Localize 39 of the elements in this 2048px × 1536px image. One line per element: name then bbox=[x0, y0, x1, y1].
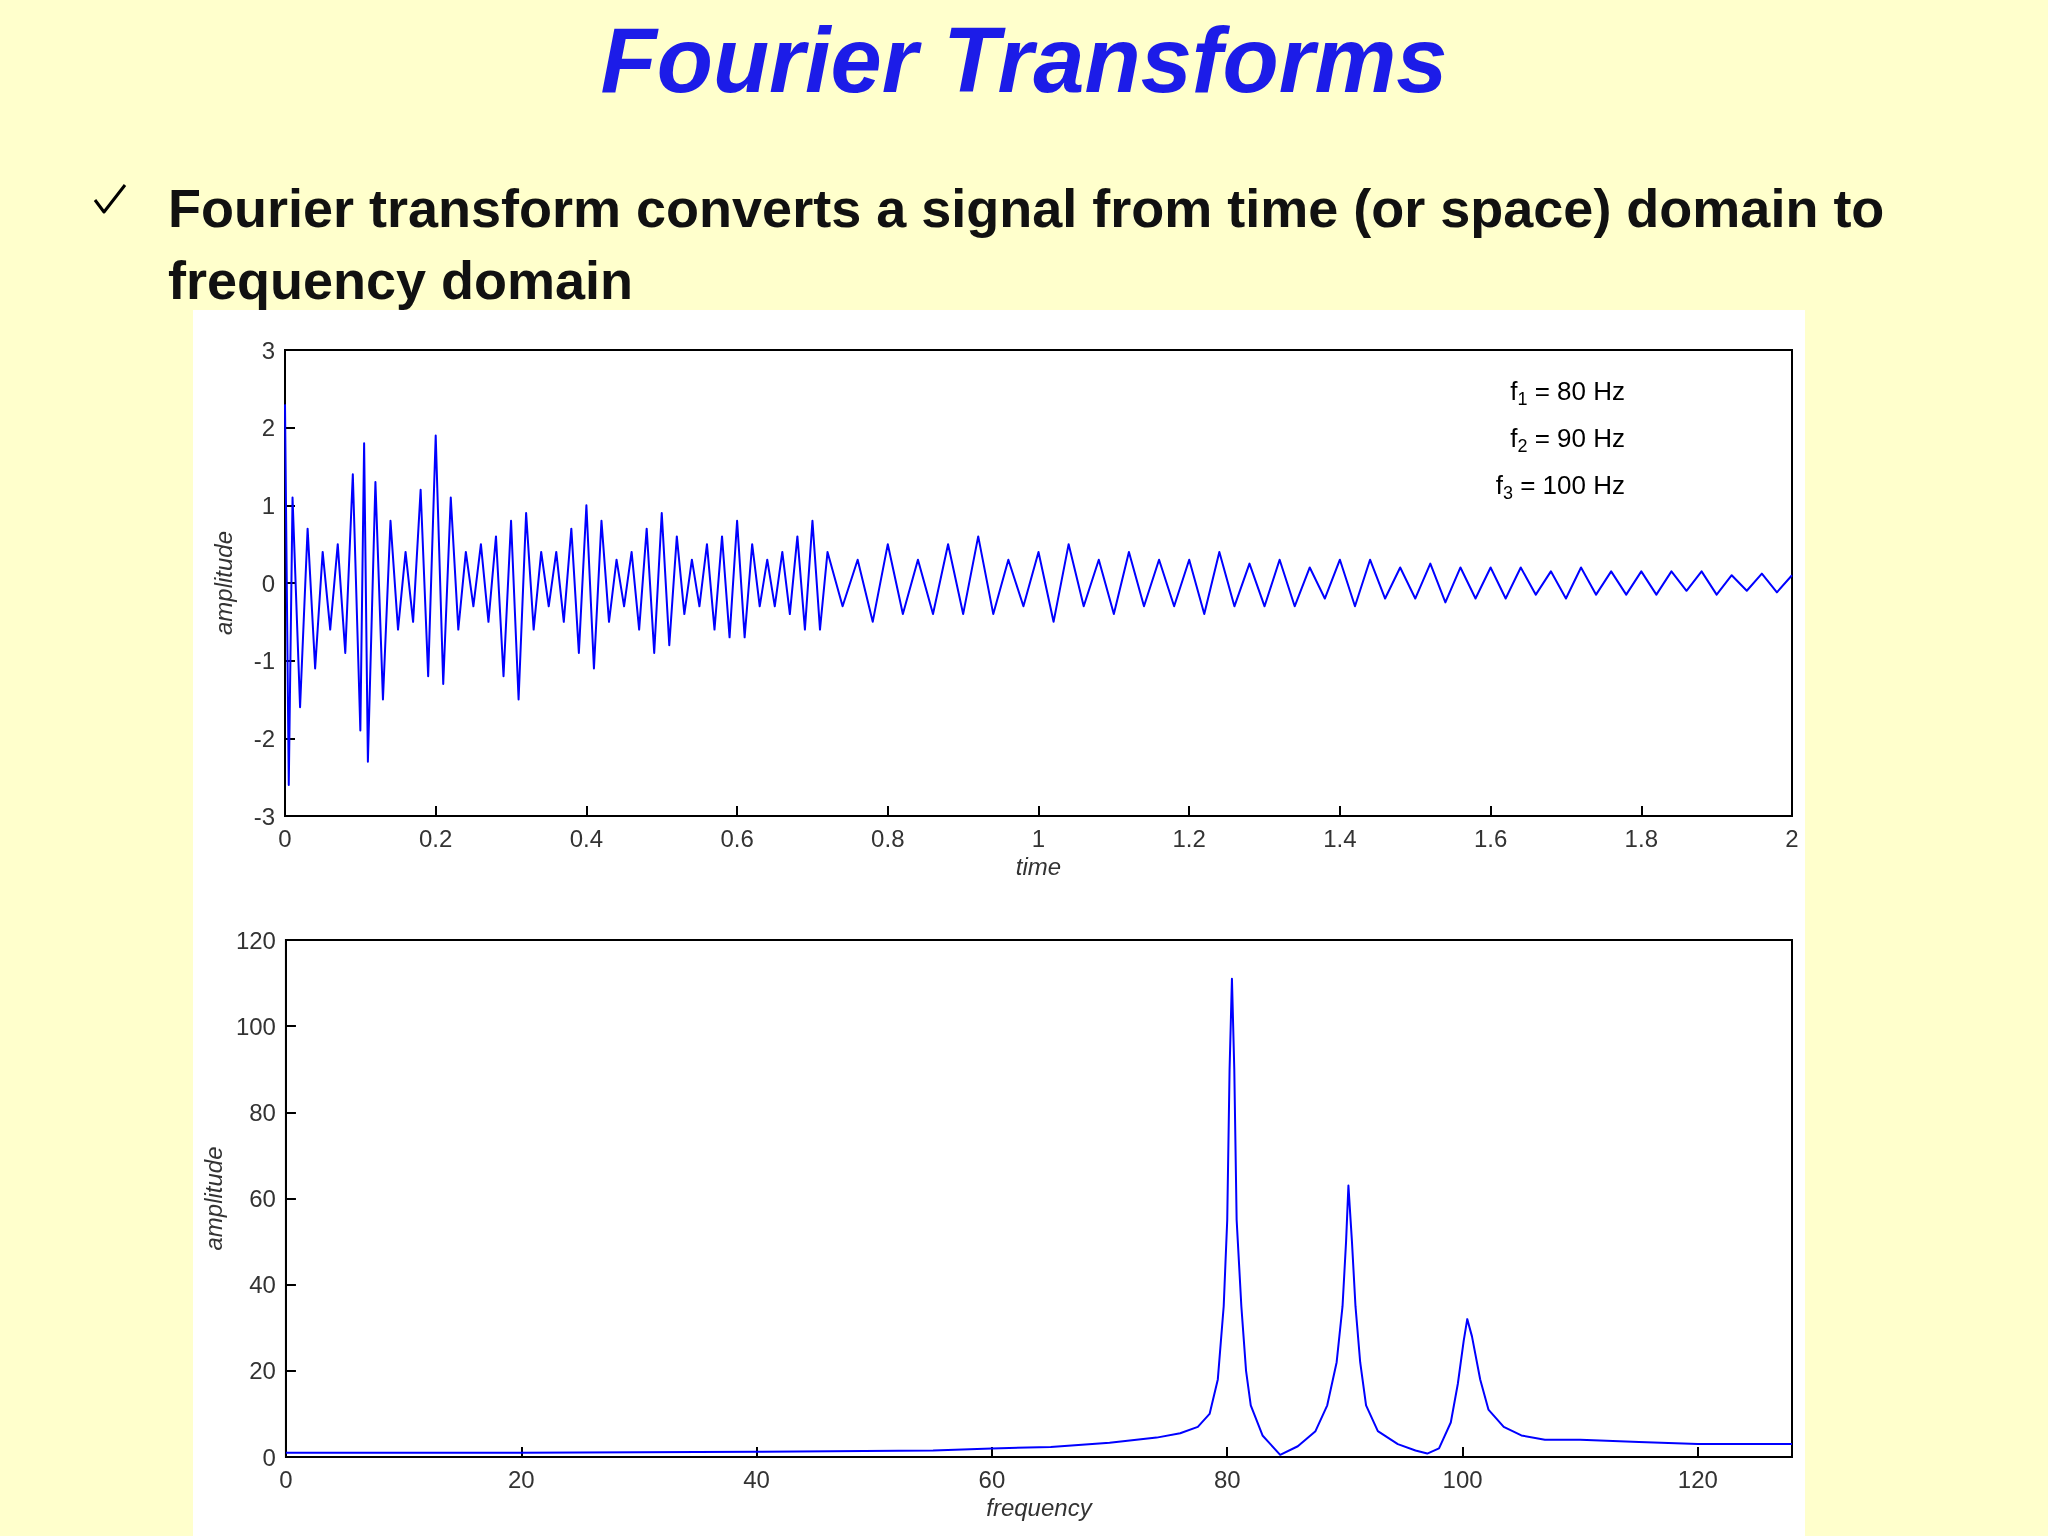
y-tick-label: 40 bbox=[249, 1271, 276, 1299]
y-tick-label: 0 bbox=[262, 1443, 276, 1471]
y-tick-label: 0 bbox=[261, 569, 275, 597]
line-series bbox=[284, 403, 1793, 786]
x-tick-label: 60 bbox=[978, 1465, 1006, 1493]
line-series bbox=[284, 977, 1793, 1456]
x-axis-title: frequency bbox=[986, 1494, 1094, 1522]
y-tick-label: -1 bbox=[253, 647, 275, 675]
x-tick-label: 0.8 bbox=[871, 824, 905, 852]
y-axis-title: amplitude bbox=[199, 1146, 227, 1251]
chart-title: Fourier Transforms bbox=[599, 8, 1449, 113]
x-tick-label: 80 bbox=[1213, 1465, 1241, 1493]
y-tick-label: 1 bbox=[261, 491, 275, 519]
y-tick-label: 100 bbox=[235, 1012, 276, 1040]
y-tick-label: 2 bbox=[261, 414, 275, 442]
x-tick-label: 2 bbox=[1785, 824, 1799, 852]
x-tick-label: 1.2 bbox=[1172, 824, 1206, 852]
y-tick-label: 80 bbox=[249, 1098, 276, 1126]
y-tick-label: 3 bbox=[261, 336, 275, 364]
x-tick-label: 1.8 bbox=[1624, 824, 1658, 852]
x-tick-label: 120 bbox=[1677, 1465, 1718, 1493]
x-tick-label: 20 bbox=[507, 1465, 535, 1493]
x-tick-label: 0 bbox=[279, 1465, 293, 1493]
y-tick-label: -2 bbox=[253, 724, 275, 752]
y-axis-title: amplitude bbox=[209, 530, 237, 636]
x-tick-label: 0.6 bbox=[720, 824, 754, 852]
x-tick-label: 100 bbox=[1442, 1465, 1483, 1493]
x-tick-label: 0.2 bbox=[419, 824, 453, 852]
x-axis-title: time bbox=[1015, 853, 1062, 881]
y-tick-label: 120 bbox=[235, 926, 276, 954]
y-tick-label: -3 bbox=[253, 802, 275, 830]
chart-subtitle: Fourier transform converts a signal from time (or space) domain to frequency domain bbox=[168, 177, 1886, 312]
y-tick-label: 20 bbox=[249, 1357, 276, 1385]
y-tick-label: 60 bbox=[249, 1185, 276, 1212]
x-tick-label: 1 bbox=[1031, 824, 1046, 852]
x-tick-label: 1.6 bbox=[1473, 824, 1508, 852]
x-tick-label: 0.4 bbox=[569, 824, 604, 852]
x-tick-label: 1.4 bbox=[1323, 824, 1357, 852]
x-tick-label: 40 bbox=[743, 1465, 770, 1493]
